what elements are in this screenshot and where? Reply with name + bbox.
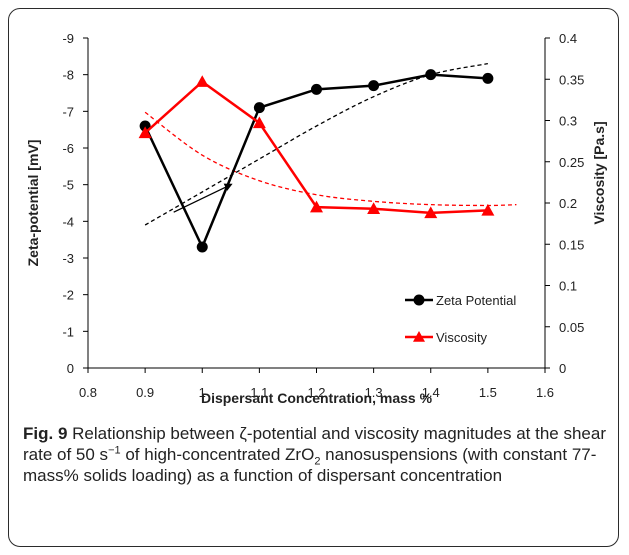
y-right-axis-title: Viscosity [Pa.s] [591, 121, 607, 224]
x-tick-label: 1.3 [365, 385, 383, 400]
data-point-zeta [425, 69, 437, 81]
data-point-viscosity [138, 126, 152, 139]
y-right-tick-label: 0.15 [559, 237, 584, 252]
y-left-axis-title: Zeta-potential [mV] [25, 140, 41, 267]
data-point-zeta [311, 83, 322, 95]
caption-sub: 2 [314, 455, 321, 468]
caption-sup: −1 [108, 444, 121, 457]
y-left-tick-label: -6 [62, 141, 74, 156]
y-right-tick-label: 0.2 [559, 196, 577, 211]
legend: Zeta Potential Viscosity [405, 293, 516, 345]
y-left-tick-label: -4 [62, 214, 74, 229]
data-point-zeta [482, 72, 494, 84]
y-right-tick-label: 0.3 [559, 114, 577, 129]
data-point-viscosity [367, 202, 381, 214]
data-point-viscosity [310, 200, 323, 213]
y-right-tick-label: 0 [559, 361, 566, 376]
caption-text-3: nanosuspensions (with constant 77-mass% … [23, 445, 597, 485]
series-line-viscosity [144, 80, 488, 215]
axes: 0.8 0.9 1 1.1 1.2 1.3 1.4 1.5 1.6 0 -1 -2 -3 -4 -5 -6 -7… [25, 31, 607, 406]
x-tick-label: 1.1 [250, 385, 268, 400]
data-point-viscosity [252, 116, 266, 129]
legend-marker-zeta [413, 294, 425, 306]
x-tick-label: 1.5 [479, 385, 497, 400]
data-series [138, 69, 495, 253]
y-left-tick-label: -3 [62, 251, 74, 266]
series-line-zeta [143, 73, 488, 251]
x-tick-label: 0.8 [79, 385, 97, 400]
y-left-tick-label: -7 [62, 104, 74, 119]
caption-text-2: of high-concentrated ZrO [120, 445, 315, 464]
y-right-tick-label: 0.05 [559, 320, 584, 335]
figure-caption: Fig. 9 Relationship between ζ-potential … [23, 423, 613, 486]
caption-text-1: Relationship between ζ-potential and vis… [23, 424, 606, 464]
y-right-tick-label: 0.1 [559, 279, 577, 294]
x-tick-label: 0.9 [136, 385, 154, 400]
y-left-tick-label: -5 [62, 178, 74, 193]
data-point-zeta [368, 80, 380, 92]
y-left-tick-label: -1 [62, 324, 74, 339]
x-tick-label: 1.2 [307, 385, 325, 400]
data-point-viscosity [481, 203, 495, 216]
trendline-viscosity [144, 111, 517, 207]
legend-marker-viscosity [413, 331, 425, 342]
y-right-tick-label: 0.35 [559, 72, 584, 87]
chart: 0.8 0.9 1 1.1 1.2 1.3 1.4 1.5 1.6 0 -1 -2 -3 -4 -5 -6 -7… [25, 31, 607, 406]
y-left-tick-label: -9 [62, 31, 74, 46]
legend-label-zeta: Zeta Potential [436, 293, 516, 308]
y-right-tick-label: 0.4 [559, 31, 577, 46]
y-left-tick-label: -2 [62, 288, 74, 303]
figure-frame [8, 8, 619, 547]
x-tick-label: 1.6 [536, 385, 554, 400]
x-axis-title: Dispersant Concentration, mass % [201, 390, 433, 406]
data-point-zeta [253, 102, 265, 114]
data-point-zeta [196, 241, 208, 253]
y-left-tick-label: -8 [62, 68, 74, 83]
y-left-tick-label: 0 [67, 361, 74, 376]
x-tick-label: 1.4 [422, 385, 440, 400]
caption-label: Fig. 9 [23, 424, 68, 443]
data-point-viscosity [195, 75, 209, 87]
x-tick-label: 1 [199, 385, 206, 400]
legend-label-viscosity: Viscosity [436, 330, 488, 345]
data-point-viscosity [424, 206, 438, 219]
y-right-tick-label: 0.25 [559, 155, 584, 170]
